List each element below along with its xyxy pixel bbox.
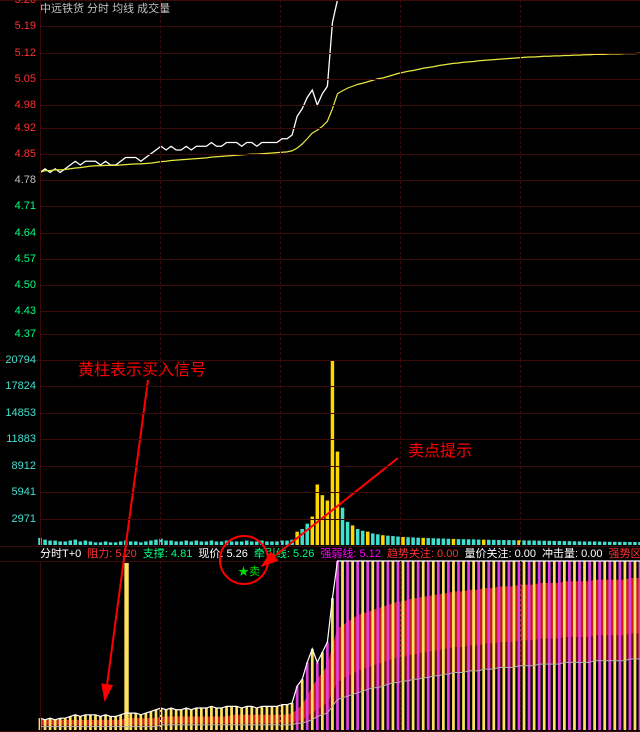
- status-bar: 分时T+0 阻力: 5.20 支撑: 4.81 现价: 5.26 牵引线: 5.26 强弱…: [40, 545, 640, 561]
- y-tick-label: 17824: [0, 381, 36, 392]
- sell-marker: ★卖: [238, 563, 260, 579]
- status-item: 牵引线: 5.26: [254, 548, 315, 560]
- status-item: 阻力: 5.20: [87, 548, 137, 560]
- status-item: 支撑: 4.81: [143, 548, 193, 560]
- y-tick-label: 4.37: [0, 329, 36, 340]
- y-tick-label: 14853: [0, 408, 36, 419]
- y-tick-label: 4.92: [0, 123, 36, 134]
- status-item: 趋势关注: 0.00: [387, 548, 459, 560]
- y-tick-label: 5.12: [0, 48, 36, 59]
- y-tick-label: 4.98: [0, 100, 36, 111]
- y-tick-label: 4.78: [0, 175, 36, 186]
- y-tick-label: 5.19: [0, 21, 36, 32]
- y-tick-label: 2971: [0, 514, 36, 525]
- y-tick-label: 4.71: [0, 201, 36, 212]
- price-panel: [0, 0, 640, 362]
- y-tick-label: 4.50: [0, 280, 36, 291]
- y-tick-label: 4.64: [0, 228, 36, 239]
- status-item: 现价: 5.26: [198, 548, 248, 560]
- indicator-panel: [0, 561, 640, 732]
- chart-header: 中远铁货 分时 均线 成交量: [40, 0, 170, 16]
- annotation-sell-signal: 卖点提示: [408, 437, 472, 461]
- y-tick-label: 20794: [0, 355, 36, 366]
- y-tick-label: 11883: [0, 434, 36, 445]
- y-tick-label: 5941: [0, 487, 36, 498]
- status-item: 冲击量: 0.00: [542, 548, 603, 560]
- y-tick-label: 4.43: [0, 306, 36, 317]
- status-item: 分时T+0: [40, 548, 81, 560]
- y-tick-label: 4.85: [0, 149, 36, 160]
- status-item: 强势区: 1.00: [609, 548, 640, 560]
- y-tick-label: 8912: [0, 461, 36, 472]
- status-item: 量价关注: 0.00: [464, 548, 536, 560]
- y-tick-label: 5.26: [0, 0, 36, 6]
- y-tick-label: 4.57: [0, 254, 36, 265]
- status-item: 强弱线: 5.12: [320, 548, 381, 560]
- y-tick-label: 5.05: [0, 74, 36, 85]
